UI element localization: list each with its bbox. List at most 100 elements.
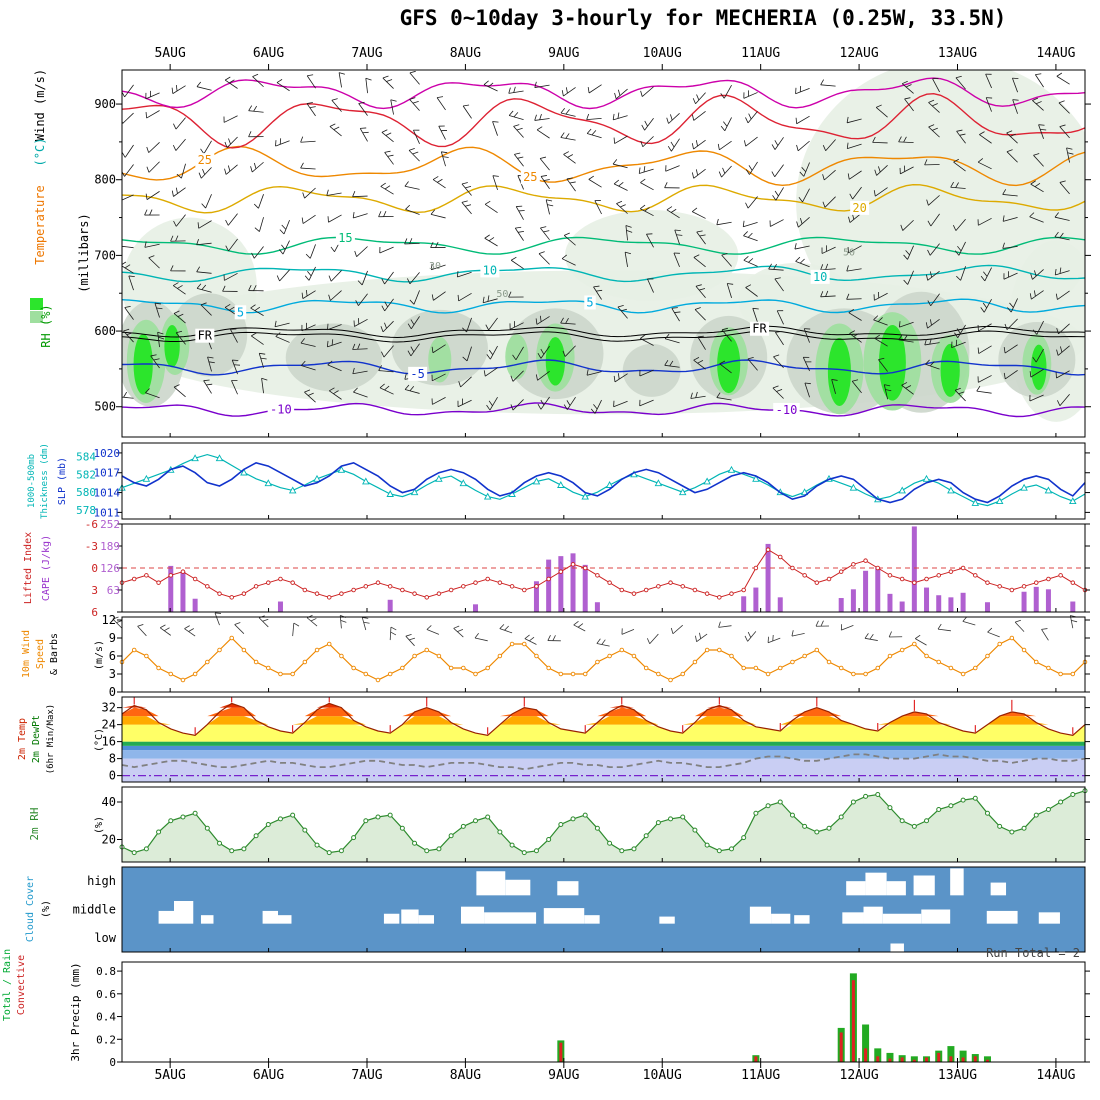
chart-title: GFS 0~10day 3-hourly for MECHERIA (0.25W… xyxy=(399,6,1007,30)
panel-li-cape xyxy=(119,526,1088,612)
svg-text:-6: -6 xyxy=(85,518,98,531)
svg-text:63: 63 xyxy=(107,584,120,597)
svg-text:FR: FR xyxy=(198,329,213,343)
svg-text:580: 580 xyxy=(76,486,96,499)
wind10m-label-3: & Barbs xyxy=(49,632,60,676)
cloud-cover-label: Cloud Cover xyxy=(25,875,36,943)
svg-text:40: 40 xyxy=(102,795,116,809)
rh-legend-swatch-bright xyxy=(30,298,43,310)
day-label-bottom: 6AUG xyxy=(252,1068,285,1083)
svg-text:600: 600 xyxy=(94,324,116,338)
panel-frame xyxy=(121,442,1086,520)
svg-text:6: 6 xyxy=(109,649,116,663)
svg-text:-5: -5 xyxy=(410,367,424,381)
panel-frame xyxy=(121,523,1086,613)
svg-text:126: 126 xyxy=(100,562,120,575)
panel-frame xyxy=(121,786,1086,863)
svg-text:20: 20 xyxy=(102,833,116,847)
panel-2m-temp xyxy=(122,697,1085,782)
svg-text:252: 252 xyxy=(100,518,120,531)
cape-label: CAPE (J/kg) xyxy=(41,534,52,602)
svg-text:0: 0 xyxy=(109,685,116,699)
panel-frame xyxy=(121,696,1086,783)
panel-frame xyxy=(121,69,1086,438)
svg-text:FR: FR xyxy=(752,322,767,336)
svg-text:middle: middle xyxy=(73,903,116,917)
thickness-label-2: Thickness (dm) xyxy=(40,443,50,519)
panel-precip xyxy=(557,973,991,1062)
day-label-bottom: 14AUG xyxy=(1036,1068,1076,1083)
svg-text:900: 900 xyxy=(94,97,116,111)
millibars-axis-label: (millibars) xyxy=(77,213,91,293)
cloud-unit-label: (%) xyxy=(41,899,52,919)
day-label-top: 10AUG xyxy=(642,46,682,61)
rh2m-label: 2m RH xyxy=(28,807,41,841)
svg-text:0: 0 xyxy=(109,1056,116,1069)
slp-axis-label: SLP (mb) xyxy=(57,456,68,506)
svg-text:1014: 1014 xyxy=(94,487,121,500)
rh-legend-swatch-pale xyxy=(30,311,43,323)
svg-text:700: 700 xyxy=(94,248,116,262)
svg-text:15: 15 xyxy=(338,231,352,245)
day-label-bottom: 9AUG xyxy=(548,1068,580,1083)
svg-text:5: 5 xyxy=(586,295,593,309)
svg-text:0.4: 0.4 xyxy=(96,1011,116,1024)
minmax-label: (6hr Min/Max) xyxy=(46,703,56,775)
svg-text:50: 50 xyxy=(843,247,855,258)
day-label-top: 5AUG xyxy=(154,46,186,61)
panel-2m-rh xyxy=(119,788,1088,862)
svg-text:0: 0 xyxy=(91,562,98,575)
panel-frame xyxy=(121,616,1086,693)
svg-text:24: 24 xyxy=(102,718,116,732)
svg-text:0: 0 xyxy=(109,769,116,783)
day-label-bottom: 7AUG xyxy=(351,1068,383,1083)
day-label-top: 14AUG xyxy=(1036,46,1076,61)
panel-upper-air: -10 -10 -5 5 5 10 10 15 20 25 25 FR FR 30 50 50 xyxy=(122,70,1085,422)
day-label-top: 11AUG xyxy=(741,46,781,61)
svg-text:0.2: 0.2 xyxy=(96,1033,116,1046)
svg-text:25: 25 xyxy=(523,170,537,184)
day-label-bottom: 8AUG xyxy=(449,1068,482,1083)
svg-text:low: low xyxy=(94,931,116,945)
svg-text:12: 12 xyxy=(102,613,116,627)
svg-text:20: 20 xyxy=(852,201,866,215)
panel-frame xyxy=(121,866,1086,953)
day-label-bottom: 11AUG xyxy=(741,1068,781,1083)
precip-conv-label: Convective xyxy=(16,954,27,1016)
day-label-top: 6AUG xyxy=(252,46,285,61)
day-label-top: 13AUG xyxy=(937,46,978,61)
wind10m-unit-label: (m/s) xyxy=(94,639,105,671)
svg-text:10: 10 xyxy=(813,270,827,284)
svg-text:6: 6 xyxy=(91,606,98,619)
temperature-axis-label: Temperature xyxy=(33,185,47,265)
t2m-unit-label: (°C) xyxy=(94,727,105,753)
svg-text:584: 584 xyxy=(76,450,96,463)
svg-text:189: 189 xyxy=(100,540,120,553)
panel-frame xyxy=(121,961,1086,1063)
svg-text:5: 5 xyxy=(237,305,244,319)
svg-text:1011: 1011 xyxy=(94,506,121,519)
lifted-index-label: Lifted Index xyxy=(23,531,34,605)
run-total-label: Run Total = 2 xyxy=(986,946,1080,960)
day-label-bottom: 5AUG xyxy=(154,1068,186,1083)
svg-text:9: 9 xyxy=(109,631,116,645)
rh-axis-label: RH (%) xyxy=(39,304,53,348)
svg-text:10: 10 xyxy=(483,263,497,277)
svg-text:0.8: 0.8 xyxy=(96,965,116,978)
svg-text:8: 8 xyxy=(109,752,116,766)
svg-text:25: 25 xyxy=(198,153,212,167)
svg-text:3: 3 xyxy=(109,667,116,681)
svg-text:high: high xyxy=(87,874,116,888)
svg-text:50: 50 xyxy=(496,289,508,300)
svg-text:-10: -10 xyxy=(776,403,798,417)
svg-text:-3: -3 xyxy=(85,540,98,553)
svg-text:0.6: 0.6 xyxy=(96,988,116,1001)
panel-slp-thickness xyxy=(118,453,1086,507)
day-label-bottom: 13AUG xyxy=(937,1068,978,1083)
panel-10m-wind xyxy=(112,612,1088,683)
panel-cloud-cover xyxy=(122,867,1085,952)
svg-text:1020: 1020 xyxy=(94,447,121,460)
svg-text:500: 500 xyxy=(94,400,116,414)
